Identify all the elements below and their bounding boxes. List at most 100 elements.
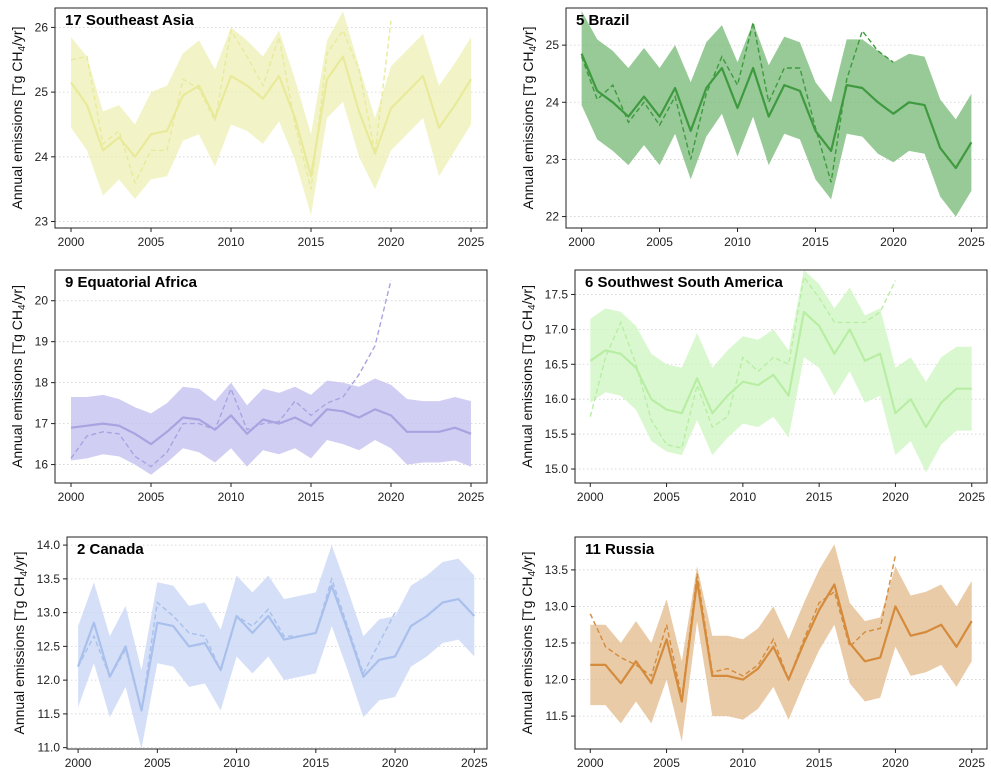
panel-title: 6 Southwest South America <box>585 274 783 291</box>
x-tick-label: 2010 <box>730 756 757 770</box>
x-tick-label: 2020 <box>378 490 405 504</box>
data-layer <box>589 544 973 742</box>
uncertainty-band <box>78 545 475 749</box>
panel-title: 5 Brazil <box>576 12 629 29</box>
y-tick-label: 26 <box>35 20 49 34</box>
data-layer <box>589 270 972 473</box>
x-tick-label: 2025 <box>958 235 985 249</box>
y-axis-label: Annual emissions [Tg CH4/yr] <box>519 285 538 468</box>
x-tick-label: 2005 <box>138 490 165 504</box>
plot-frame <box>574 269 988 484</box>
y-tick-label: 23 <box>35 215 49 229</box>
y-tick-label: 11.5 <box>546 709 569 723</box>
y-tick-label: 17.5 <box>545 287 569 301</box>
y-tick-label: 16 <box>35 458 49 472</box>
posterior-line <box>70 408 472 446</box>
y-tick-label: 11.5 <box>38 707 61 721</box>
x-tick-label: 2015 <box>802 235 829 249</box>
y-tick-label: 12.0 <box>37 673 61 687</box>
y-tick-label: 17 <box>35 417 49 431</box>
y-tick-label: 19 <box>35 335 49 349</box>
x-tick-label: 2010 <box>218 235 245 249</box>
x-tick-label: 2005 <box>144 756 171 770</box>
y-axis-label: Annual emissions [Tg CH4/yr] <box>519 552 538 735</box>
plot-frame <box>66 536 488 750</box>
y-axis-label: Annual emissions [Tg CH4/yr] <box>9 285 28 468</box>
posterior-line <box>70 55 472 178</box>
x-tick-label: 2015 <box>302 756 329 770</box>
y-tick-label: 16.5 <box>545 357 569 371</box>
x-tick-label: 2005 <box>653 756 680 770</box>
x-tick-label: 2020 <box>882 756 909 770</box>
uncertainty-band <box>71 378 471 475</box>
chart-panel: 2000 2005 2010 2015 2020 2025 15.0 15.5 16.0 16.5… <box>519 269 988 504</box>
uncertainty-band <box>581 10 972 217</box>
y-axis-label: Annual emissions [Tg CH4/yr] <box>11 552 30 735</box>
posterior-line <box>589 310 972 429</box>
y-tick-label: 12.5 <box>545 636 569 650</box>
x-tick-label: 2025 <box>958 756 985 770</box>
prior-line <box>70 20 392 190</box>
x-tick-label: 2000 <box>568 235 595 249</box>
y-tick-label: 15.0 <box>545 462 569 476</box>
chart-panel: 2000 2005 2010 2015 2020 2025 11.5 12.0 12.5 13.0… <box>519 536 988 770</box>
y-axis-label: Annual emissions [Tg CH4/yr] <box>9 27 28 210</box>
x-tick-label: 2010 <box>218 490 245 504</box>
y-axis-label: Annual emissions [Tg CH4/yr] <box>520 27 539 210</box>
prior-line <box>580 22 894 183</box>
uncertainty-band <box>590 270 972 473</box>
x-tick-label: 2015 <box>806 490 833 504</box>
y-tick-label: 11.0 <box>38 741 61 755</box>
y-tick-label: 13.5 <box>545 563 569 577</box>
prior-line <box>589 275 897 449</box>
chart-panel: 2000 2005 2010 2015 2020 2025 11.0 11.5 12.0 12.5… <box>11 536 488 770</box>
y-tick-label: 24 <box>35 150 49 164</box>
y-tick-label: 17.0 <box>545 322 569 336</box>
plot-frame <box>565 7 988 229</box>
y-tick-label: 25 <box>546 38 560 52</box>
panel-title: 2 Canada <box>77 541 144 558</box>
y-tick-label: 24 <box>546 95 560 109</box>
panel-title: 11 Russia <box>585 541 655 558</box>
plot-frame <box>54 269 488 484</box>
x-tick-label: 2015 <box>298 235 325 249</box>
x-tick-label: 2010 <box>724 235 751 249</box>
posterior-line <box>590 579 973 703</box>
x-tick-label: 2005 <box>646 235 673 249</box>
y-tick-label: 14.0 <box>37 538 61 552</box>
x-tick-label: 2025 <box>458 490 485 504</box>
x-tick-label: 2020 <box>880 235 907 249</box>
x-tick-label: 2005 <box>653 490 680 504</box>
x-tick-label: 2000 <box>65 756 92 770</box>
y-tick-label: 13.5 <box>37 572 61 586</box>
x-tick-label: 2010 <box>223 756 250 770</box>
y-tick-label: 15.5 <box>545 427 569 441</box>
uncertainty-band <box>71 11 471 216</box>
y-tick-label: 13.0 <box>545 599 569 613</box>
y-tick-label: 13.0 <box>37 606 61 620</box>
posterior-line <box>580 53 973 170</box>
x-tick-label: 2000 <box>58 235 85 249</box>
x-tick-label: 2020 <box>882 490 909 504</box>
data-layer <box>77 545 476 749</box>
panel-title: 9 Equatorial Africa <box>65 274 198 291</box>
data-layer <box>580 10 973 217</box>
x-tick-label: 2000 <box>58 490 85 504</box>
posterior-line <box>77 584 476 712</box>
x-tick-label: 2025 <box>958 490 985 504</box>
x-tick-label: 2020 <box>378 235 405 249</box>
x-tick-label: 2015 <box>298 490 325 504</box>
x-tick-label: 2015 <box>806 756 833 770</box>
x-tick-label: 2025 <box>458 235 485 249</box>
y-tick-label: 16.0 <box>545 392 569 406</box>
y-tick-label: 12.0 <box>545 673 569 687</box>
uncertainty-band <box>590 544 972 742</box>
plot-frame <box>54 7 488 229</box>
chart-panel: 2000 2005 2010 2015 2020 2025 16 17 18 19 20 Annual… <box>9 269 488 504</box>
x-tick-label: 2020 <box>382 756 409 770</box>
x-tick-label: 2000 <box>577 490 604 504</box>
prior-line <box>70 280 392 468</box>
y-tick-label: 20 <box>35 294 49 308</box>
chart-panel: 2000 2005 2010 2015 2020 2025 22 23 24 25 Annual e… <box>520 7 988 249</box>
